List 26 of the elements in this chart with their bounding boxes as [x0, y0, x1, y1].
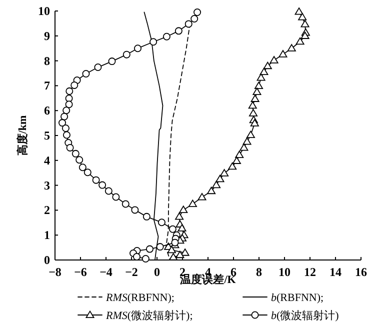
legend-label: b(微波辐射计) — [271, 309, 340, 322]
y-tick-label: 0 — [44, 253, 50, 267]
y-tick-label: 7 — [44, 78, 50, 93]
legend-label: RMS(微波辐射计); — [105, 309, 193, 322]
x-tick-label: −8 — [48, 265, 62, 279]
y-tick-label: 3 — [44, 178, 50, 192]
x-tick-label: −2 — [125, 265, 138, 279]
y-axis-title: 高度/km — [16, 115, 29, 156]
x-tick-label: 16 — [355, 265, 367, 279]
x-tick-label: 0 — [154, 265, 160, 279]
legend-label: RMS(RBFNN); — [105, 292, 174, 304]
x-tick-label: −4 — [100, 265, 112, 279]
x-tick-label: 12 — [304, 265, 316, 279]
legend-label: b(RBFNN); — [271, 292, 324, 304]
y-tick-label: 6 — [44, 104, 50, 118]
x-tick-label: 10 — [278, 265, 290, 279]
x-tick-label: 14 — [330, 265, 342, 279]
y-tick-label: 8 — [44, 54, 50, 68]
y-tick-label: 1 — [44, 228, 50, 242]
y-tick-label: 10 — [38, 4, 50, 18]
x-tick-label: 8 — [256, 265, 262, 279]
x-tick-label: −6 — [74, 265, 87, 279]
y-tick-label: 9 — [44, 28, 50, 43]
y-tick-label: 2 — [44, 203, 50, 218]
y-tick-label: 4 — [44, 153, 50, 168]
y-tick-label: 5 — [44, 128, 50, 142]
